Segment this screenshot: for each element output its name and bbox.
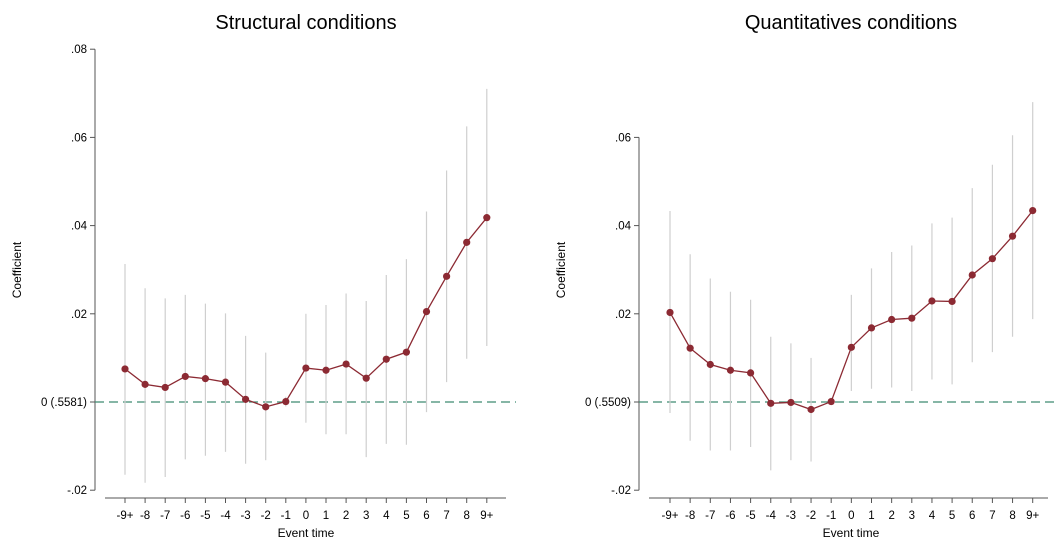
- x-tick-label: 2: [343, 510, 349, 522]
- data-point: [867, 324, 876, 332]
- x-tick-label: -4: [220, 510, 231, 522]
- data-point: [282, 397, 290, 406]
- data-point: [302, 364, 310, 372]
- data-point: [666, 308, 674, 317]
- x-tick-label: -5: [745, 510, 755, 522]
- data-point: [807, 405, 815, 414]
- x-tick-label: 8: [463, 510, 469, 522]
- data-point: [988, 255, 997, 263]
- x-tick-label: 6: [969, 510, 975, 522]
- x-tick-label: 6: [423, 510, 429, 522]
- panel-quantitatives-conditions: Quantitatives conditions Coefficient Eve…: [554, 12, 1058, 540]
- data-point: [201, 375, 209, 383]
- x-tick-label: -8: [685, 510, 695, 522]
- data-point: [161, 383, 169, 392]
- panel-structural-conditions: Structural conditions Coefficient Event …: [10, 12, 516, 540]
- plot-area: -.02 0 (.5581) .02 .04 .06 .08 -9+ -8 -7 -6 -5 -4 -3…: [41, 44, 516, 522]
- data-point: [362, 374, 370, 382]
- x-tick-label: 7: [989, 510, 995, 522]
- data-point: [706, 360, 714, 369]
- data-point: [483, 214, 491, 222]
- data-point: [141, 380, 149, 388]
- y-tick-label: .08: [71, 44, 87, 56]
- data-point: [342, 360, 350, 368]
- data-point: [787, 398, 795, 407]
- chart-title: Quantitatives conditions: [745, 12, 957, 34]
- x-tick-label: -3: [786, 510, 796, 522]
- x-tick-label: -6: [180, 510, 190, 522]
- x-tick-label: 5: [403, 510, 409, 522]
- data-point: [767, 399, 775, 407]
- y-tick-label: .02: [71, 309, 87, 321]
- x-tick-label: 8: [1009, 510, 1015, 522]
- x-tick-label: -4: [766, 510, 777, 522]
- x-tick-label: -9+: [662, 510, 679, 522]
- x-tick-label: 3: [363, 510, 369, 522]
- data-point: [968, 271, 976, 279]
- y-tick-label: -.02: [611, 485, 631, 497]
- data-point: [402, 348, 410, 356]
- data-point: [1008, 232, 1017, 240]
- x-tick-label: -5: [200, 510, 210, 522]
- y-tick-label: .02: [615, 309, 631, 321]
- y-tick-label: .06: [615, 132, 631, 144]
- data-point: [221, 378, 230, 386]
- x-tick-label: 2: [888, 510, 894, 522]
- x-tick-label: -9+: [117, 510, 134, 522]
- data-point: [726, 366, 735, 374]
- x-tick-label: 5: [949, 510, 955, 522]
- data-point: [422, 307, 431, 316]
- x-tick-label: -7: [160, 510, 170, 522]
- data-point: [928, 297, 936, 305]
- data-point: [827, 397, 835, 406]
- data-point: [888, 315, 896, 324]
- data-point: [382, 355, 390, 363]
- y-tick-label: 0 (.5509): [585, 397, 631, 409]
- data-point: [908, 314, 916, 322]
- y-tick-label: 0 (.5581): [41, 397, 87, 409]
- x-tick-label: 4: [383, 510, 390, 522]
- x-tick-label: -3: [240, 510, 250, 522]
- data-point: [463, 238, 471, 246]
- y-tick-label: .04: [71, 221, 88, 233]
- x-axis-label: Event time: [823, 526, 880, 540]
- data-point: [847, 343, 855, 351]
- x-tick-label: -2: [261, 510, 271, 522]
- x-tick-label: -2: [806, 510, 816, 522]
- x-axis-label: Event time: [278, 526, 335, 540]
- y-axis-label: Coefficient: [10, 241, 24, 298]
- x-tick-label: -6: [725, 510, 735, 522]
- data-point: [181, 372, 189, 381]
- data-point: [686, 344, 694, 352]
- plot-area: -.02 0 (.5509) .02 .04 .06 -9+ -8 -7 -6 -5 -4 -3 -2-…: [585, 102, 1058, 522]
- chart-title: Structural conditions: [215, 12, 396, 34]
- x-tick-label: -1: [826, 510, 836, 522]
- x-tick-label: 9+: [1026, 510, 1039, 522]
- x-tick-label: 9+: [480, 510, 493, 522]
- y-tick-label: -.02: [67, 485, 87, 497]
- x-tick-label: 0: [848, 510, 854, 522]
- x-tick-label: 4: [929, 510, 936, 522]
- data-point: [747, 369, 755, 377]
- x-tick-label: 0: [303, 510, 309, 522]
- y-tick-label: .06: [71, 132, 87, 144]
- data-point: [242, 395, 250, 403]
- x-tick-label: -8: [140, 510, 150, 522]
- x-tick-label: -1: [281, 510, 291, 522]
- x-tick-label: 1: [868, 510, 874, 522]
- data-point: [322, 366, 330, 374]
- data-point: [443, 272, 451, 280]
- data-point: [121, 365, 129, 373]
- x-tick-label: -7: [705, 510, 715, 522]
- y-tick-label: .04: [615, 221, 632, 233]
- x-tick-label: 3: [909, 510, 915, 522]
- data-point: [1029, 207, 1037, 215]
- data-point: [262, 403, 270, 411]
- x-tick-label: 7: [443, 510, 449, 522]
- y-axis-label: Coefficient: [554, 241, 568, 298]
- data-point: [948, 297, 956, 306]
- x-tick-label: 1: [323, 510, 329, 522]
